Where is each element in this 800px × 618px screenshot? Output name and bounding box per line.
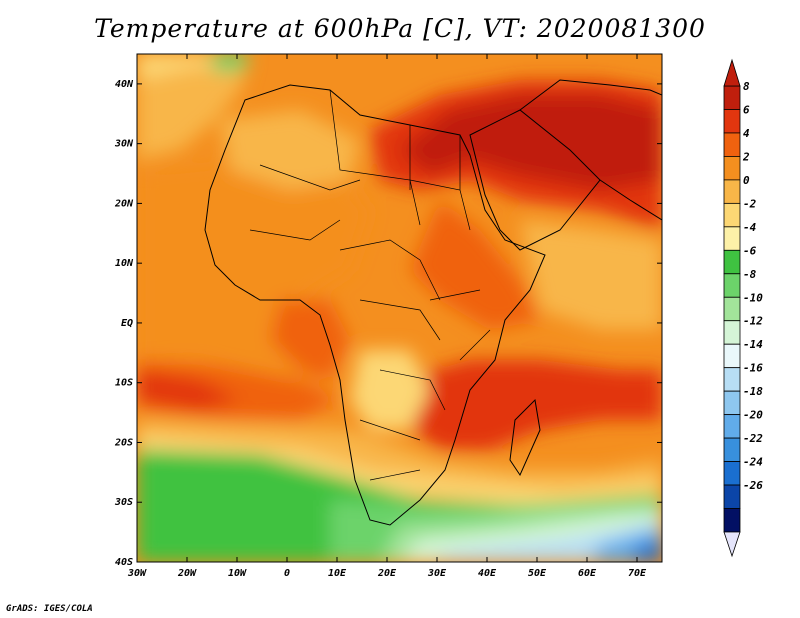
colorbar-swatch [723,508,741,533]
lat-label: 20S [114,437,133,448]
madagascar-coastline [509,398,541,477]
colorbar-label: -18 [743,385,763,398]
colorbar-swatch [723,109,741,134]
colorbar-label: 4 [743,127,750,140]
colorbar-swatch [723,343,741,369]
colorbar-label: -20 [743,409,763,422]
map-title: Temperature at 600hPa [C], VT: 202008130… [94,14,706,43]
colorbar-label: -22 [743,432,763,445]
colorbar-swatch [723,437,741,462]
colorbar-swatch [723,414,741,439]
lon-label: 20E [377,568,397,579]
colorbar-swatch [723,320,741,345]
coastlines [204,79,662,526]
colorbar-swatch [723,273,741,298]
lat-label: 40N [115,79,134,90]
map-frame [136,53,663,563]
colorbar-swatch [723,85,741,110]
colorbar-under-arrow [723,531,741,558]
colorbar-swatch [723,132,741,157]
lon-label: 60E [578,568,597,579]
lat-label: 30S [114,497,133,508]
lon-label: 30W [127,568,147,579]
colorbar-swatch [723,484,741,509]
lon-label: 10W [228,568,247,579]
lat-label: 10S [115,378,133,389]
colorbar-label: 0 [743,174,750,187]
lon-label: 40E [478,568,497,579]
colorbar-label: -16 [743,362,763,375]
lat-label: 30N [114,139,134,150]
lon-label: 30E [427,568,447,579]
country-borders [249,89,491,481]
colorbar-swatch [723,296,741,322]
colorbar-swatch [723,226,741,251]
lon-label: 50E [528,568,547,579]
africa-coastline [204,84,546,526]
temperature-field [137,54,662,562]
colorbar-label: -24 [743,456,763,469]
colorbar-label: -12 [743,315,763,328]
colorbar: 8 6 4 2 0 -2 -4 -6 -8 -10 -12 -14 -16 -18 -20 -22 -24 -26 [723,58,763,558]
colorbar-label: 6 [743,103,750,116]
colorbar-label: 2 [742,150,750,163]
lon-label: 0 [284,568,290,579]
colorbar-label: 8 [743,80,750,93]
longitude-labels: 30W 20W 10W 0 10E 20E 30E 40E 50E 60E 70E [127,54,647,579]
colorbar-swatch [723,179,741,204]
colorbar-swatch [723,202,741,228]
colorbar-label: -6 [743,244,757,257]
colorbar-label: -26 [743,479,763,492]
lon-label: 10E [328,568,347,579]
colorbar-label: -10 [743,291,763,304]
colorbar-swatch [723,249,741,275]
arabia-coastline [469,109,601,251]
colorbar-swatch [723,367,741,392]
colorbar-label: -2 [743,197,757,210]
colorbar-label: -4 [743,221,757,234]
colorbar-swatch [723,156,741,181]
colorbar-swatch [723,390,741,416]
colorbar-label: -14 [743,338,763,351]
lon-label: 20W [177,568,197,579]
credit-text: GrADS: IGES/COLA [6,604,93,614]
colorbar-swatch [723,461,741,486]
asia-coastline [519,79,662,221]
lon-label: 70E [628,568,647,579]
colorbar-label: -8 [743,268,757,281]
colorbar-over-arrow [723,58,741,87]
latitude-labels: 40N 30N 20N 10N EQ 10S 20S 30S 40S [114,79,662,568]
lat-label: 40S [115,557,133,568]
lat-label: 20N [114,198,134,209]
lat-label: 10N [115,258,134,269]
lat-label: EQ [121,318,133,329]
